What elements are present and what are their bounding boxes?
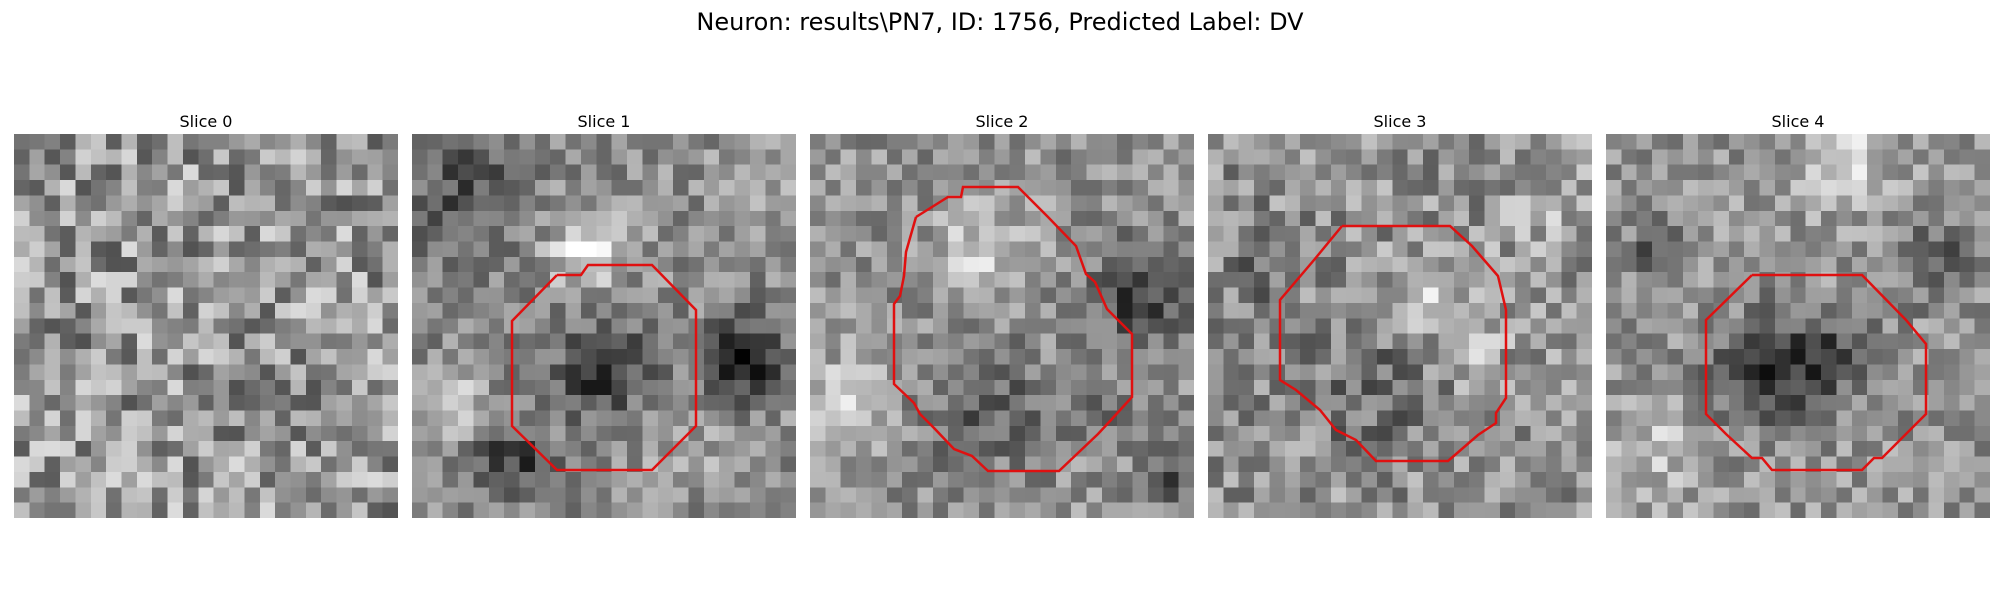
grayscale-slice-image	[1606, 134, 1990, 518]
slice-title: Slice 0	[179, 112, 233, 131]
grayscale-slice-image	[810, 134, 1194, 518]
slice-panel-1: Slice 1	[412, 110, 796, 518]
grayscale-slice-image	[1208, 134, 1592, 518]
neuron-contour	[1704, 273, 1928, 472]
slice-title: Slice 4	[1771, 112, 1825, 131]
grayscale-slice-image	[412, 134, 796, 518]
grayscale-slice-image	[14, 134, 398, 518]
slice-panel-3: Slice 3	[1208, 110, 1592, 518]
slice-panel-4: Slice 4	[1606, 110, 1990, 518]
neuron-contour	[510, 263, 698, 472]
neuron-contour	[892, 185, 1134, 473]
slice-panel-0: Slice 0	[14, 110, 398, 518]
slice-panel-2: Slice 2	[810, 110, 1194, 518]
slice-title: Slice 1	[577, 112, 631, 131]
neuron-contour	[1278, 224, 1508, 463]
figure-title: Neuron: results\PN7, ID: 1756, Predicted…	[696, 8, 1304, 36]
slice-title: Slice 3	[1373, 112, 1427, 131]
slice-title: Slice 2	[975, 112, 1029, 131]
